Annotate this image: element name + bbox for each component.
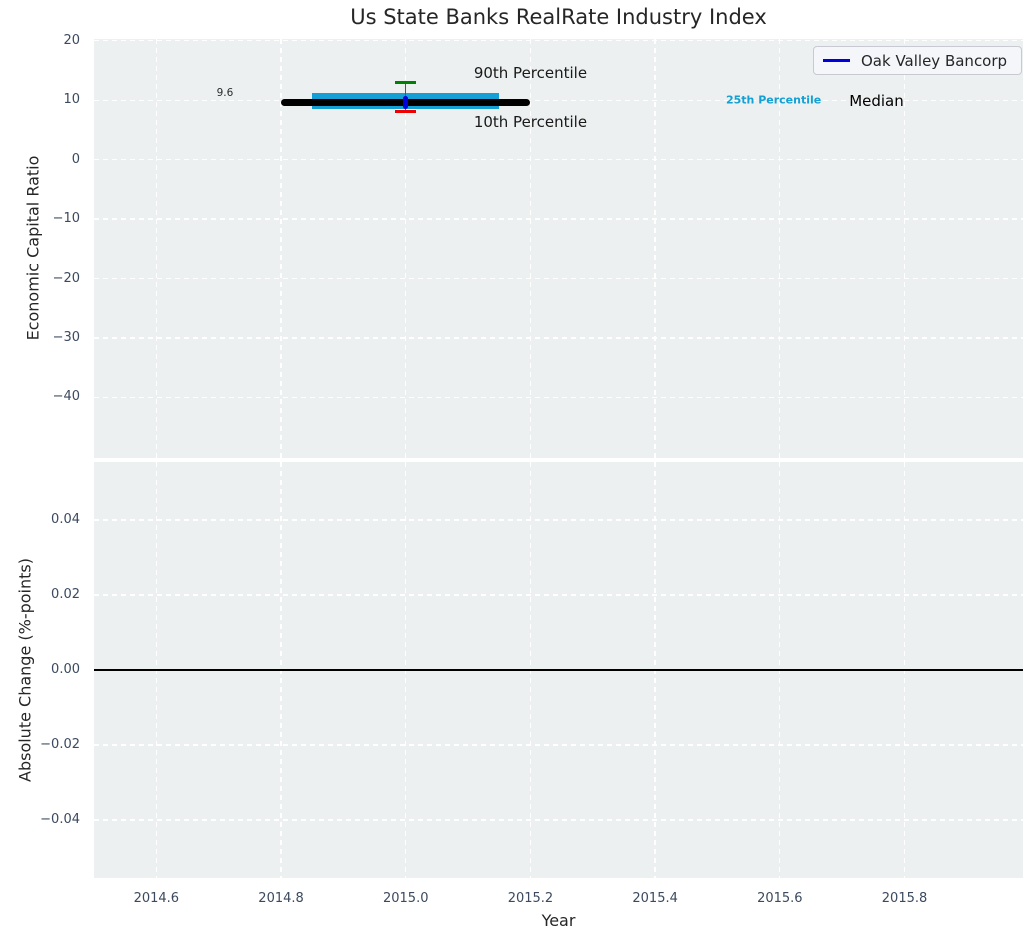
- gridline-horizontal: [94, 396, 1023, 399]
- p90-label: 90th Percentile: [473, 64, 588, 83]
- y-tick-label: 0.02: [51, 587, 80, 603]
- y-tick-label: −30: [52, 329, 80, 345]
- gridline-horizontal: [94, 744, 1023, 746]
- chart-title: Us State Banks RealRate Industry Index: [350, 5, 767, 29]
- x-tick-label: 2015.4: [632, 891, 678, 906]
- gridline-vertical: [529, 39, 532, 458]
- p10-whisker-cap: [395, 110, 417, 113]
- y-tick-label: 0: [71, 151, 80, 167]
- x-tick-label: 2015.2: [507, 891, 554, 906]
- p10-label: 10th Percentile: [473, 113, 588, 132]
- legend-line-swatch: [823, 59, 850, 62]
- y-tick-label: −20: [52, 270, 80, 286]
- legend: Oak Valley Bancorp: [813, 46, 1022, 75]
- p90-whisker-cap: [395, 81, 417, 85]
- gridline-horizontal: [94, 519, 1023, 521]
- x-tick-label: 2014.8: [258, 891, 304, 906]
- x-tick-label: 2015.8: [881, 891, 928, 906]
- gridline-horizontal: [94, 819, 1023, 821]
- x-tick-label: 2014.6: [133, 891, 180, 906]
- top-axes-economic-capital-ratio: [94, 39, 1023, 458]
- gridline-vertical: [654, 39, 656, 458]
- gridline-vertical: [779, 39, 781, 458]
- company-point-marker: [403, 96, 409, 110]
- median-label: Median: [849, 92, 904, 111]
- legend-label: Oak Valley Bancorp: [861, 51, 1008, 70]
- gridline-horizontal: [94, 158, 1023, 161]
- gridline-vertical: [280, 39, 282, 458]
- x-tick-label: 2015.0: [382, 891, 429, 906]
- gridline-horizontal: [94, 40, 1023, 42]
- x-axis-label: Year: [541, 911, 576, 930]
- p25-label: 25th Percentile: [725, 93, 822, 107]
- y-tick-label: 10: [63, 92, 80, 108]
- gridline-vertical: [405, 39, 407, 458]
- y-tick-label: −10: [52, 211, 80, 227]
- y-tick-label: −40: [52, 389, 80, 405]
- gridline-horizontal: [94, 99, 1023, 101]
- gridline-vertical: [903, 39, 906, 458]
- x-tick-label: 2015.6: [757, 891, 803, 906]
- gridline-horizontal: [94, 277, 1023, 280]
- gridline-horizontal: [94, 218, 1023, 220]
- top-y-axis-label: Economic Capital Ratio: [23, 155, 43, 341]
- y-tick-label: 20: [63, 32, 80, 48]
- gridline-vertical: [155, 39, 157, 458]
- y-tick-label: −0.04: [40, 811, 80, 827]
- gridline-horizontal: [94, 337, 1023, 339]
- gridline-horizontal: [94, 594, 1023, 596]
- y-tick-label: 0.04: [51, 512, 80, 528]
- zero-line: [94, 669, 1023, 671]
- y-tick-label: −0.02: [40, 736, 80, 752]
- median-value-label: 9.6: [216, 87, 234, 100]
- y-tick-label: 0.00: [51, 662, 80, 677]
